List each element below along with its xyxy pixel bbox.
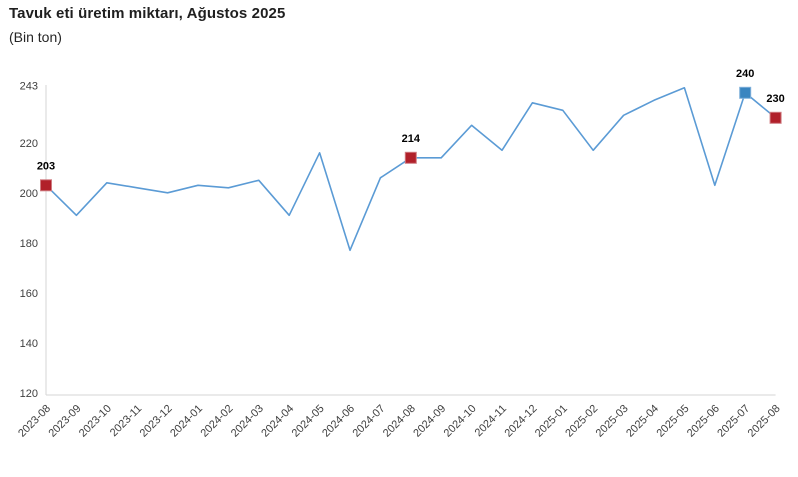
- data-point-label: 230: [766, 93, 784, 105]
- x-tick-label: 2024-04: [259, 403, 296, 440]
- x-tick-label: 2025-05: [654, 403, 691, 440]
- x-tick-label: 2024-06: [320, 403, 357, 440]
- y-tick-label: 200: [20, 188, 38, 200]
- y-tick-label: 180: [20, 238, 38, 250]
- y-tick-label: 220: [20, 138, 38, 150]
- y-tick-label: 140: [20, 338, 38, 350]
- data-point-label: 214: [402, 133, 421, 145]
- x-tick-label: 2025-03: [594, 403, 631, 440]
- x-tick-label: 2023-08: [16, 403, 53, 440]
- x-tick-label: 2024-02: [198, 403, 235, 440]
- data-point-marker: [739, 86, 752, 99]
- x-tick-label: 2025-02: [563, 403, 600, 440]
- x-tick-label: 2023-09: [46, 403, 83, 440]
- chart-subtitle: (Bin ton): [9, 29, 62, 45]
- x-tick-label: 2024-09: [411, 403, 448, 440]
- x-tick-label: 2024-03: [229, 403, 266, 440]
- chart-header: Tavuk eti üretim miktarı, Ağustos 2025 (…: [9, 5, 285, 45]
- x-tick-label: 2024-01: [168, 403, 205, 440]
- x-tick-label: 2025-01: [533, 403, 570, 440]
- x-tick-label: 2025-07: [715, 403, 752, 440]
- y-tick-label: 160: [20, 288, 38, 300]
- data-point-marker: [404, 151, 417, 164]
- x-tick-label: 2024-12: [502, 403, 539, 440]
- series-line: [45, 87, 777, 252]
- x-tick-label: 2024-07: [350, 403, 387, 440]
- x-tick-label: 2023-10: [77, 403, 114, 440]
- data-point-marker: [40, 179, 52, 192]
- data-point-marker: [769, 111, 782, 124]
- x-tick-label: 2024-10: [442, 403, 479, 440]
- x-tick-label: 2023-12: [138, 403, 175, 440]
- data-point-label: 203: [37, 160, 55, 172]
- chart-title: Tavuk eti üretim miktarı, Ağustos 2025: [9, 5, 286, 22]
- y-tick-label: 120: [20, 388, 38, 400]
- data-point-label: 240: [736, 68, 754, 80]
- x-tick-label: 2024-08: [381, 403, 418, 440]
- x-tick-label: 2024-05: [290, 403, 327, 440]
- x-tick-label: 2025-06: [685, 403, 722, 440]
- y-tick-label: 243: [20, 80, 38, 92]
- x-tick-label: 2025-04: [624, 403, 661, 440]
- x-tick-label: 2025-08: [746, 403, 783, 440]
